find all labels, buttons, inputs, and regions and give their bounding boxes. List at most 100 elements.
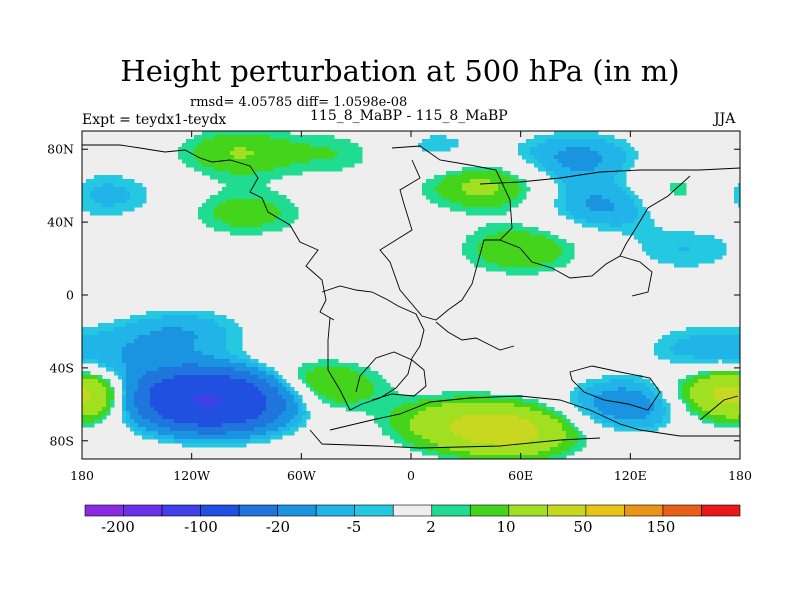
field-cell: [602, 423, 607, 428]
field-cell: [266, 171, 271, 176]
field-cell: [302, 379, 307, 384]
field-cell: [214, 215, 219, 220]
field-cell: [542, 435, 547, 440]
field-cell: [502, 235, 507, 240]
field-cell: [654, 411, 659, 416]
field-cell: [234, 335, 239, 340]
field-cell: [290, 143, 295, 148]
field-cell: [594, 135, 599, 140]
field-cell: [162, 375, 167, 380]
field-cell: [350, 147, 355, 152]
field-cell: [282, 159, 287, 164]
field-cell: [638, 395, 643, 400]
field-cell: [270, 403, 275, 408]
field-cell: [94, 335, 99, 340]
field-cell: [602, 171, 607, 176]
field-cell: [194, 415, 199, 420]
field-cell: [210, 435, 215, 440]
field-cell: [174, 379, 179, 384]
field-cell: [326, 387, 331, 392]
field-cell: [514, 227, 519, 232]
field-cell: [694, 387, 699, 392]
field-cell: [346, 383, 351, 388]
field-cell: [618, 407, 623, 412]
field-cell: [702, 247, 707, 252]
field-cell: [702, 259, 707, 264]
field-cell: [530, 239, 535, 244]
field-cell: [502, 427, 507, 432]
field-cell: [498, 407, 503, 412]
field-cell: [138, 371, 143, 376]
field-cell: [658, 247, 663, 252]
field-cell: [334, 391, 339, 396]
field-cell: [570, 431, 575, 436]
field-cell: [322, 383, 327, 388]
field-cell: [698, 383, 703, 388]
field-cell: [582, 203, 587, 208]
field-cell: [142, 435, 147, 440]
field-cell: [522, 155, 527, 160]
field-cell: [166, 439, 171, 444]
field-cell: [454, 175, 459, 180]
field-cell: [178, 311, 183, 316]
field-cell: [130, 195, 135, 200]
field-cell: [218, 423, 223, 428]
field-cell: [598, 219, 603, 224]
field-cell: [206, 387, 211, 392]
field-cell: [562, 131, 567, 136]
field-cell: [414, 431, 419, 436]
field-cell: [98, 347, 103, 352]
field-cell: [214, 147, 219, 152]
field-cell: [570, 251, 575, 256]
field-cell: [722, 407, 727, 412]
field-cell: [498, 191, 503, 196]
field-cell: [594, 187, 599, 192]
field-cell: [182, 443, 187, 448]
field-cell: [314, 383, 319, 388]
field-cell: [606, 223, 611, 228]
field-cell: [618, 159, 623, 164]
field-cell: [118, 331, 123, 336]
field-cell: [94, 347, 99, 352]
field-cell: [250, 183, 255, 188]
field-cell: [430, 191, 435, 196]
field-cell: [546, 423, 551, 428]
field-cell: [198, 155, 203, 160]
field-cell: [382, 383, 387, 388]
field-cell: [218, 223, 223, 228]
field-cell: [134, 351, 139, 356]
field-cell: [242, 427, 247, 432]
field-cell: [210, 359, 215, 364]
field-cell: [266, 203, 271, 208]
field-cell: [590, 131, 595, 136]
field-cell: [674, 331, 679, 336]
field-cell: [466, 407, 471, 412]
field-cell: [626, 163, 631, 168]
field-cell: [694, 347, 699, 352]
field-cell: [410, 427, 415, 432]
field-cell: [574, 215, 579, 220]
field-cell: [258, 419, 263, 424]
field-cell: [214, 171, 219, 176]
field-cell: [474, 403, 479, 408]
field-cell: [610, 159, 615, 164]
field-cell: [86, 331, 91, 336]
field-cell: [486, 235, 491, 240]
field-cell: [342, 387, 347, 392]
field-cell: [454, 199, 459, 204]
field-cell: [442, 411, 447, 416]
field-cell: [622, 211, 627, 216]
field-cell: [474, 431, 479, 436]
field-cell: [454, 427, 459, 432]
field-cell: [330, 387, 335, 392]
field-cell: [202, 423, 207, 428]
field-cell: [494, 179, 499, 184]
field-cell: [370, 379, 375, 384]
field-cell: [462, 439, 467, 444]
field-cell: [98, 191, 103, 196]
field-cell: [722, 415, 727, 420]
field-cell: [466, 203, 471, 208]
field-cell: [134, 323, 139, 328]
field-cell: [222, 219, 227, 224]
field-cell: [486, 239, 491, 244]
